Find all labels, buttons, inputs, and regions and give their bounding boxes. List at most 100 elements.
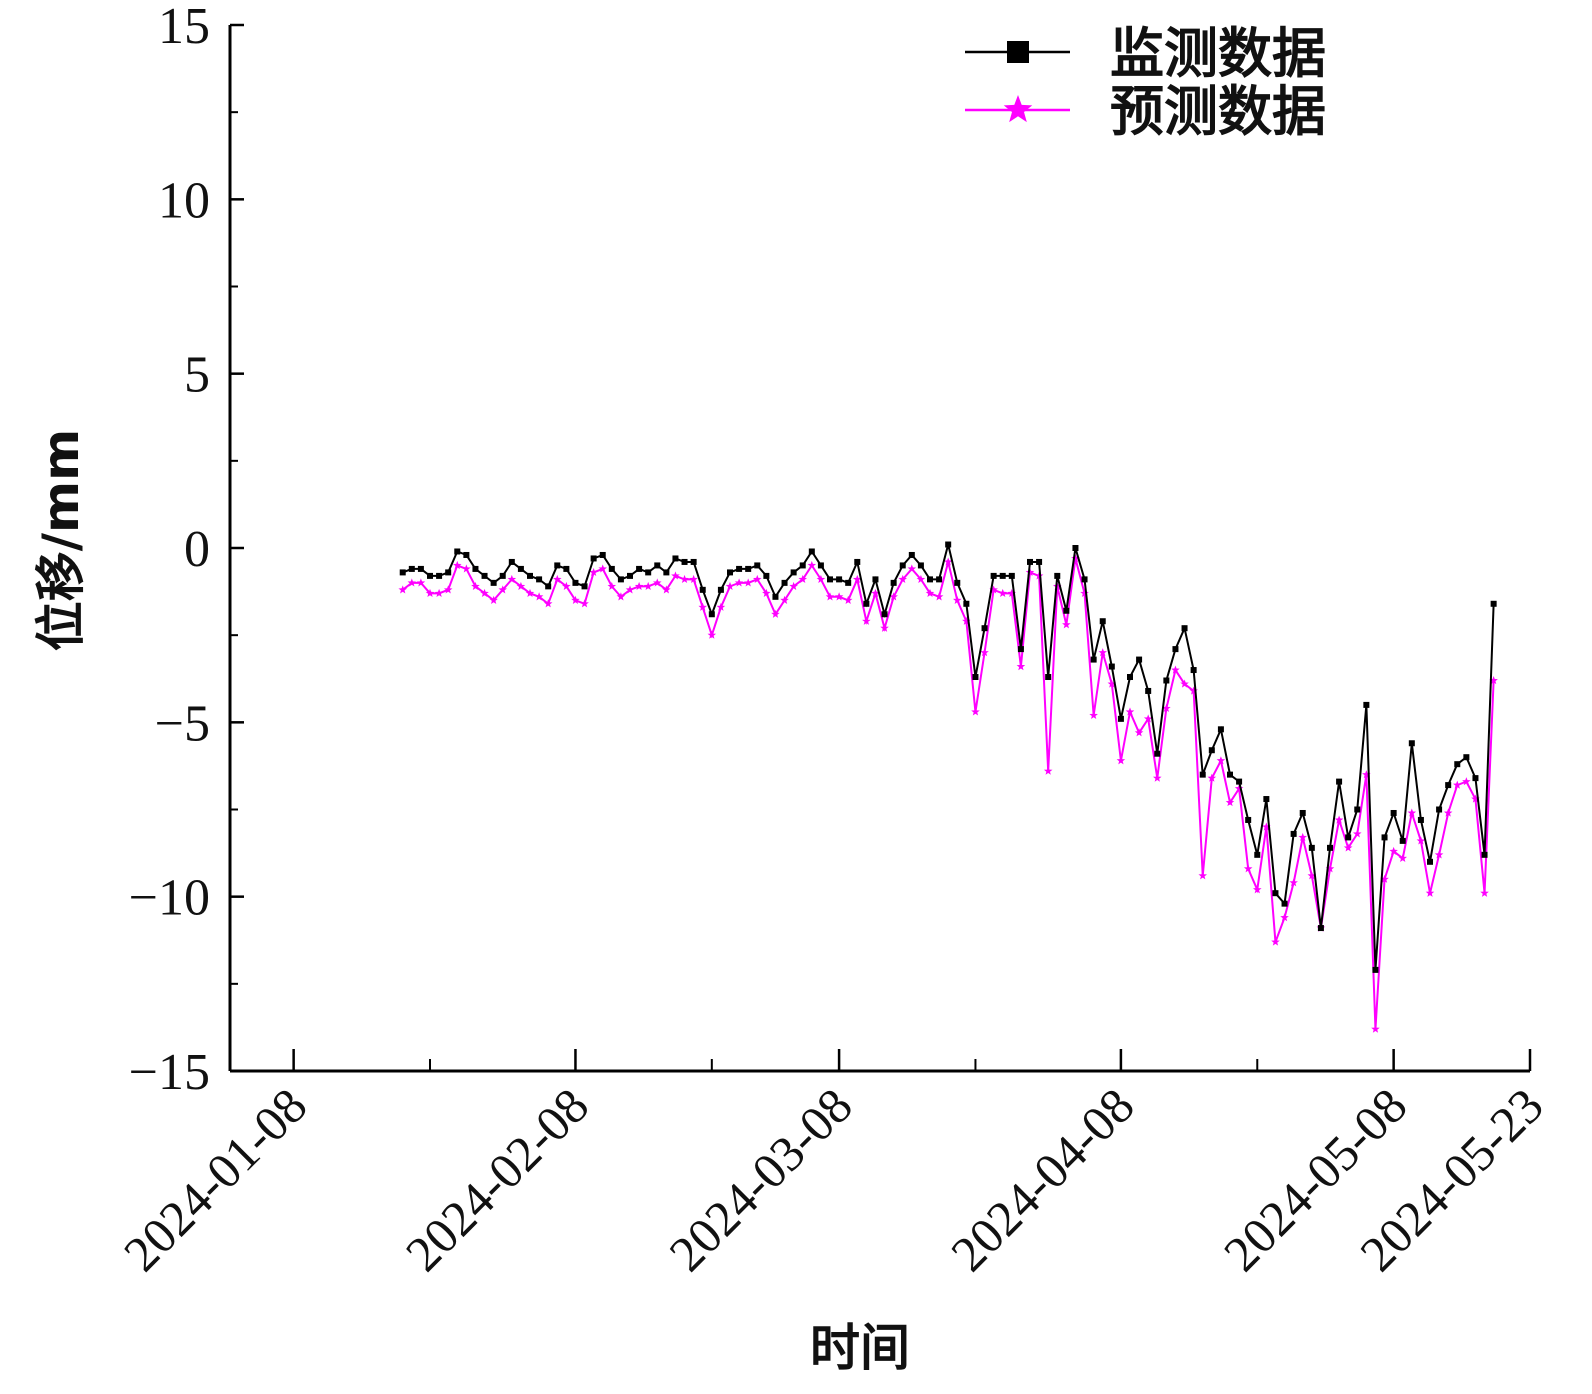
data-point <box>489 595 498 604</box>
data-point <box>589 567 598 577</box>
y-tick-label: −15 <box>129 1044 210 1101</box>
data-point <box>1089 710 1098 719</box>
data-point <box>1054 572 1061 579</box>
data-point <box>954 579 961 586</box>
data-point <box>617 576 624 583</box>
data-point <box>1127 674 1133 681</box>
data-point <box>963 600 970 607</box>
data-point <box>1436 806 1443 813</box>
data-point <box>716 602 726 611</box>
data-point <box>516 581 526 590</box>
data-point <box>1108 663 1115 670</box>
data-point <box>1063 607 1070 614</box>
data-point <box>1136 656 1143 663</box>
data-point <box>1343 843 1353 852</box>
data-point <box>1480 888 1489 897</box>
data-point <box>571 595 580 604</box>
data-point <box>545 583 552 590</box>
data-point <box>1280 913 1289 922</box>
data-point <box>1227 771 1233 778</box>
data-point <box>1271 937 1280 946</box>
data-point <box>1389 846 1398 855</box>
data-point <box>490 579 497 586</box>
data-point <box>916 574 926 584</box>
y-tick-label: −10 <box>129 870 210 927</box>
data-point <box>908 551 915 558</box>
data-point <box>607 581 617 590</box>
data-point <box>1371 1024 1380 1033</box>
data-point <box>1162 703 1171 713</box>
data-point <box>1372 966 1379 973</box>
data-point <box>1125 707 1135 716</box>
data-point <box>417 565 424 572</box>
data-point <box>816 574 826 584</box>
data-point <box>536 576 543 583</box>
data-point <box>1443 808 1453 817</box>
data-point <box>763 572 770 579</box>
series-line <box>402 558 1495 1030</box>
data-point <box>1462 777 1471 786</box>
data-point <box>552 574 562 584</box>
data-point <box>1317 925 1324 932</box>
data-point <box>1454 761 1461 768</box>
data-point <box>899 562 906 569</box>
data-point <box>454 548 461 555</box>
data-point <box>880 623 889 632</box>
data-point <box>952 595 962 604</box>
data-point <box>1471 794 1480 803</box>
data-point <box>1434 850 1444 859</box>
data-point <box>1181 625 1188 632</box>
data-point <box>517 565 524 572</box>
data-point <box>1071 553 1080 563</box>
data-point <box>599 551 606 558</box>
data-point <box>799 562 806 569</box>
data-point <box>1308 844 1315 851</box>
data-point <box>1490 600 1497 607</box>
data-point <box>590 555 597 562</box>
y-tick-label: 10 <box>158 172 210 229</box>
data-point <box>854 558 861 565</box>
data-point <box>425 588 435 597</box>
data-point <box>781 579 788 586</box>
data-point <box>1154 750 1161 757</box>
data-point <box>771 609 780 618</box>
data-point <box>1236 778 1243 785</box>
data-point <box>1134 728 1144 737</box>
data-point <box>1307 871 1317 880</box>
data-point <box>917 562 924 569</box>
data-point <box>898 574 908 584</box>
plot-area <box>398 541 1498 1033</box>
data-point <box>1116 756 1126 765</box>
data-point <box>736 565 743 572</box>
data-point <box>863 600 870 607</box>
data-point <box>1345 834 1352 841</box>
data-point <box>407 578 417 587</box>
y-tick-label: −5 <box>155 695 210 752</box>
data-point <box>1463 754 1470 761</box>
data-point <box>945 541 952 548</box>
data-point <box>825 592 835 601</box>
data-point <box>998 588 1008 597</box>
data-point <box>654 562 661 569</box>
data-point <box>936 576 943 583</box>
data-point <box>1445 782 1452 789</box>
data-point <box>999 572 1006 579</box>
data-point <box>943 557 953 566</box>
data-point <box>1243 864 1253 873</box>
data-point <box>1171 665 1180 674</box>
data-point <box>971 707 980 716</box>
data-point <box>662 585 671 594</box>
data-point <box>1252 885 1262 894</box>
data-point <box>1072 545 1079 551</box>
data-point <box>1417 816 1424 823</box>
data-point <box>1289 878 1298 887</box>
legend-marker <box>1007 41 1029 63</box>
data-point <box>1190 667 1197 674</box>
data-point <box>481 572 488 579</box>
data-point <box>907 564 917 573</box>
data-point <box>827 576 833 583</box>
x-tick-label: 2024-04-08 <box>940 1077 1145 1282</box>
data-point <box>554 562 561 569</box>
data-point <box>889 592 898 601</box>
data-point <box>1334 815 1344 824</box>
